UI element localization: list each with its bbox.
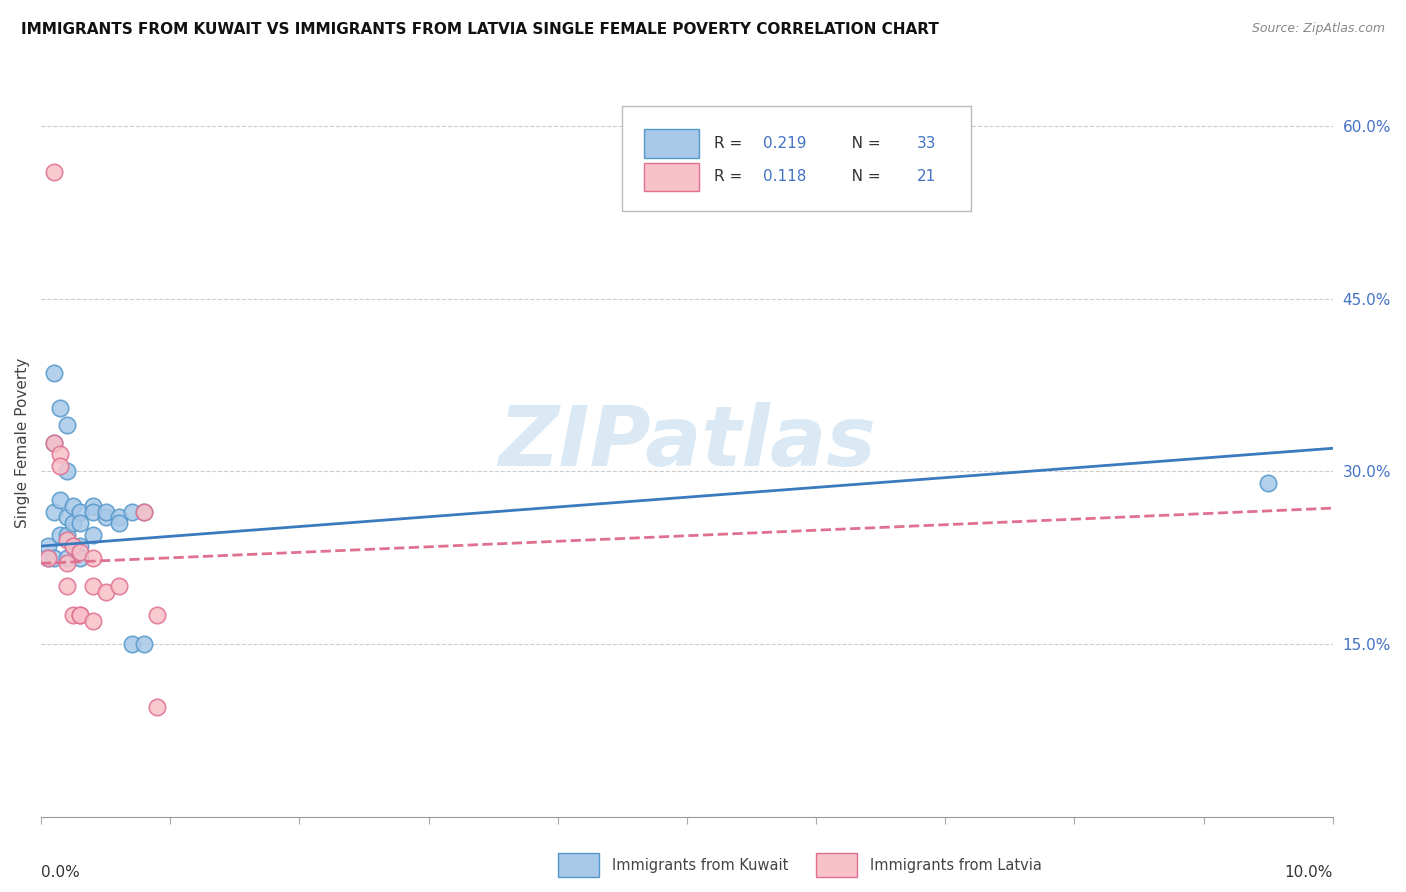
Point xyxy=(56,533,79,548)
Point xyxy=(62,608,84,623)
Point xyxy=(134,505,156,519)
Point xyxy=(49,493,72,508)
Text: 0.219: 0.219 xyxy=(763,136,807,151)
Text: 33: 33 xyxy=(917,136,936,151)
Point xyxy=(56,557,79,571)
Point xyxy=(56,550,79,565)
Point xyxy=(37,539,59,553)
Point xyxy=(69,516,91,530)
Point xyxy=(62,516,84,530)
Point xyxy=(134,637,156,651)
Text: R =: R = xyxy=(714,169,747,185)
Point xyxy=(49,527,72,541)
Point xyxy=(69,608,91,623)
Point xyxy=(42,550,65,565)
Point xyxy=(62,539,84,553)
Point xyxy=(49,401,72,415)
FancyBboxPatch shape xyxy=(815,853,858,877)
Point xyxy=(82,499,104,513)
Point xyxy=(56,527,79,541)
FancyBboxPatch shape xyxy=(558,853,599,877)
Point xyxy=(49,447,72,461)
Point xyxy=(42,435,65,450)
Point xyxy=(56,510,79,524)
Y-axis label: Single Female Poverty: Single Female Poverty xyxy=(15,358,30,528)
Point xyxy=(107,510,129,524)
Text: Immigrants from Latvia: Immigrants from Latvia xyxy=(870,857,1042,872)
Point xyxy=(69,550,91,565)
Point xyxy=(94,505,117,519)
Text: ZIPatlas: ZIPatlas xyxy=(498,402,876,483)
Text: Immigrants from Kuwait: Immigrants from Kuwait xyxy=(612,857,789,872)
Point xyxy=(82,505,104,519)
FancyBboxPatch shape xyxy=(644,162,699,191)
Text: N =: N = xyxy=(837,169,886,185)
Point xyxy=(82,550,104,565)
Point xyxy=(42,165,65,179)
Point xyxy=(62,539,84,553)
Text: N =: N = xyxy=(837,136,886,151)
Point xyxy=(62,499,84,513)
Point xyxy=(37,550,59,565)
Text: 21: 21 xyxy=(917,169,936,185)
Point xyxy=(82,527,104,541)
Point xyxy=(146,608,169,623)
Text: R =: R = xyxy=(714,136,747,151)
Point xyxy=(94,585,117,599)
Text: 10.0%: 10.0% xyxy=(1285,865,1333,880)
Point xyxy=(69,505,91,519)
Point xyxy=(49,458,72,473)
FancyBboxPatch shape xyxy=(644,129,699,158)
Point xyxy=(107,579,129,593)
Point xyxy=(56,464,79,478)
Point xyxy=(121,505,143,519)
Text: 0.118: 0.118 xyxy=(763,169,807,185)
Point xyxy=(1257,475,1279,490)
Point xyxy=(82,579,104,593)
Text: 0.0%: 0.0% xyxy=(41,865,80,880)
Text: IMMIGRANTS FROM KUWAIT VS IMMIGRANTS FROM LATVIA SINGLE FEMALE POVERTY CORRELATI: IMMIGRANTS FROM KUWAIT VS IMMIGRANTS FRO… xyxy=(21,22,939,37)
Point xyxy=(69,539,91,553)
Point xyxy=(82,614,104,628)
Point xyxy=(56,418,79,433)
Point xyxy=(42,367,65,381)
Point xyxy=(69,608,91,623)
Point xyxy=(42,505,65,519)
Point xyxy=(42,435,65,450)
Point xyxy=(107,516,129,530)
Text: Source: ZipAtlas.com: Source: ZipAtlas.com xyxy=(1251,22,1385,36)
Point xyxy=(37,550,59,565)
Point xyxy=(134,505,156,519)
Point xyxy=(56,579,79,593)
Point xyxy=(94,510,117,524)
Point xyxy=(69,545,91,559)
Point xyxy=(121,637,143,651)
FancyBboxPatch shape xyxy=(623,106,972,211)
Point xyxy=(146,700,169,714)
